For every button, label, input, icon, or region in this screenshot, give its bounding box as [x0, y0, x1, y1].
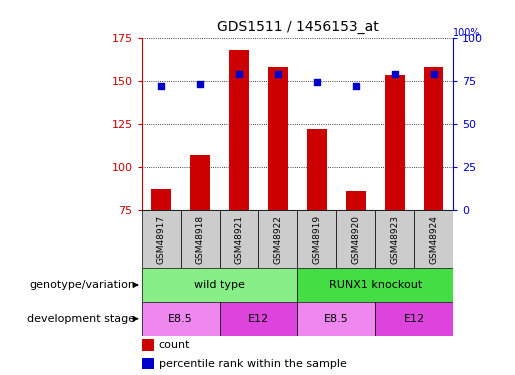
Bar	[142, 358, 154, 369]
Text: GSM48923: GSM48923	[390, 214, 399, 264]
Text: E12: E12	[248, 314, 269, 324]
Bar	[298, 302, 375, 336]
Bar	[307, 129, 327, 210]
Bar	[219, 302, 298, 336]
Bar	[181, 210, 219, 268]
Bar	[298, 268, 453, 302]
Bar	[142, 339, 154, 351]
Point	[196, 81, 204, 87]
Text: GSM48922: GSM48922	[273, 214, 282, 264]
Bar	[142, 268, 298, 302]
Text: GSM48921: GSM48921	[234, 214, 244, 264]
Text: wild type: wild type	[194, 280, 245, 290]
Text: GSM48917: GSM48917	[157, 214, 166, 264]
Bar	[229, 50, 249, 210]
Point	[391, 71, 399, 77]
Point	[274, 71, 282, 77]
Bar	[298, 210, 336, 268]
Bar	[219, 210, 259, 268]
Point	[235, 71, 243, 77]
Text: E8.5: E8.5	[168, 314, 193, 324]
Text: GSM48924: GSM48924	[429, 214, 438, 264]
Text: GSM48920: GSM48920	[351, 214, 360, 264]
Bar	[151, 189, 171, 210]
Text: 100%: 100%	[453, 27, 480, 38]
Bar	[346, 191, 366, 210]
Bar	[142, 302, 219, 336]
Bar	[336, 210, 375, 268]
Bar	[414, 210, 453, 268]
Bar	[191, 155, 210, 210]
Text: count: count	[159, 340, 190, 350]
Point	[157, 83, 165, 89]
Text: GSM48918: GSM48918	[196, 214, 204, 264]
Point	[313, 80, 321, 86]
Bar	[375, 210, 414, 268]
Point	[352, 83, 360, 89]
Point	[430, 71, 438, 77]
Text: E8.5: E8.5	[324, 314, 349, 324]
Text: GSM48919: GSM48919	[313, 214, 321, 264]
Text: percentile rank within the sample: percentile rank within the sample	[159, 359, 347, 369]
Text: RUNX1 knockout: RUNX1 knockout	[329, 280, 422, 290]
Bar	[375, 302, 453, 336]
Bar	[259, 210, 297, 268]
Bar	[424, 67, 443, 210]
Bar	[142, 210, 181, 268]
Bar	[385, 75, 404, 210]
Text: genotype/variation: genotype/variation	[29, 280, 135, 290]
Text: E12: E12	[404, 314, 425, 324]
Title: GDS1511 / 1456153_at: GDS1511 / 1456153_at	[216, 20, 379, 34]
Bar	[268, 67, 288, 210]
Text: development stage: development stage	[27, 314, 135, 324]
